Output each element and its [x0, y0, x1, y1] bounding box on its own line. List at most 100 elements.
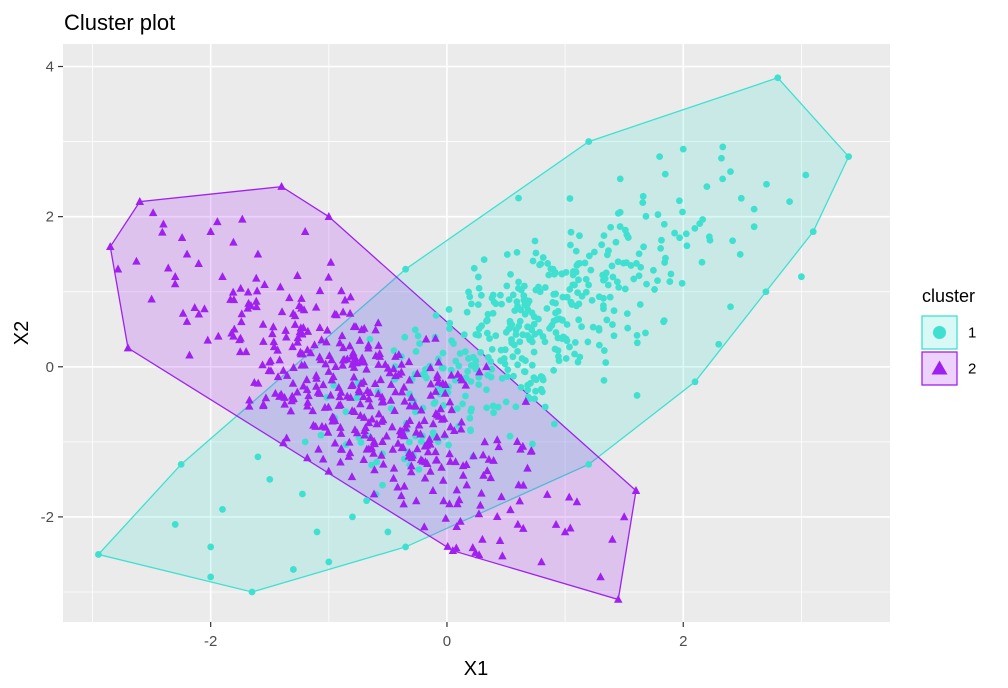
- cluster-2-point: [293, 271, 302, 279]
- cluster-2-point: [243, 287, 253, 296]
- cluster-2-point: [369, 436, 379, 445]
- cluster-2-point: [296, 347, 305, 356]
- cluster-1-point: [503, 251, 511, 258]
- cluster-1-point: [571, 281, 578, 289]
- cluster-2-point: [458, 470, 468, 479]
- cluster-2-point: [417, 405, 426, 414]
- cluster-1-point: [698, 258, 706, 266]
- cluster-1-point: [455, 362, 463, 370]
- cluster-2-point: [206, 227, 215, 235]
- cluster-1-point: [585, 281, 593, 289]
- cluster-1-point: [567, 241, 574, 249]
- legend-label-2: 2: [968, 361, 976, 378]
- cluster-2-point: [365, 401, 375, 410]
- cluster-2-point: [269, 342, 279, 351]
- cluster-1-point: [554, 334, 562, 342]
- cluster-2-point: [213, 217, 222, 226]
- cluster-1-point: [498, 300, 505, 308]
- cluster-1-point: [95, 551, 102, 558]
- cluster-1-point: [412, 408, 419, 416]
- cluster-1-point: [587, 266, 595, 274]
- cluster-1-point: [483, 317, 490, 325]
- cluster-2-point: [277, 182, 286, 190]
- cluster-2-point: [446, 422, 455, 431]
- cluster-2-point: [304, 391, 313, 400]
- cluster-2-point: [426, 379, 436, 388]
- cluster-2-point: [374, 409, 384, 418]
- cluster-2-point: [359, 357, 369, 366]
- cluster-1-point: [572, 247, 580, 255]
- cluster-2-point: [448, 546, 458, 555]
- cluster-2-point: [420, 522, 429, 531]
- cluster-1-point: [614, 258, 622, 266]
- cluster-2-point: [462, 460, 471, 469]
- cluster-1-point: [461, 348, 469, 356]
- cluster-2-point: [479, 470, 488, 479]
- cluster-2-point: [276, 282, 285, 291]
- cluster-1-point: [177, 460, 185, 468]
- cluster-1-point: [502, 398, 510, 406]
- legend-triangle-icon: [931, 360, 948, 375]
- cluster-2-point: [356, 378, 366, 387]
- cluster-2-point: [453, 499, 462, 508]
- cluster-2-point: [244, 298, 253, 307]
- cluster-1-point: [651, 286, 658, 293]
- cluster-1-point: [384, 528, 392, 536]
- cluster-2-point: [439, 475, 448, 484]
- legend: cluster 1 2: [921, 286, 976, 386]
- cluster-2-point: [519, 523, 528, 532]
- cluster-1-point: [568, 301, 576, 308]
- cluster-1-point: [414, 332, 422, 340]
- cluster-1-point: [679, 145, 687, 153]
- cluster-1-point: [514, 361, 522, 369]
- cluster-2-point: [312, 373, 321, 382]
- cluster-2-point: [236, 333, 245, 342]
- cluster-1-point: [368, 461, 375, 469]
- cluster-1-point: [584, 338, 592, 346]
- cluster-1-point: [450, 340, 457, 347]
- cluster-2-point: [264, 366, 274, 375]
- cluster-2-point: [386, 395, 396, 404]
- cluster-1-point: [510, 372, 517, 380]
- cluster-2-point: [359, 455, 368, 464]
- cluster-1-point: [515, 278, 522, 286]
- cluster-2-point: [566, 523, 575, 532]
- cluster-1-point: [616, 175, 624, 183]
- cluster-1-point: [603, 316, 611, 324]
- cluster-1-point: [574, 289, 582, 297]
- cluster-1-point: [719, 143, 727, 151]
- cluster-2-point: [388, 444, 398, 453]
- cluster-2-point: [190, 303, 199, 311]
- cluster-2-point: [393, 438, 403, 447]
- cluster-2-point: [277, 307, 287, 316]
- cluster-2-point: [441, 513, 450, 522]
- cluster-2-point: [351, 322, 361, 331]
- cluster-1-point: [541, 338, 549, 346]
- cluster-1-point: [682, 230, 690, 238]
- cluster-1-point: [532, 249, 540, 257]
- cluster-1-point: [552, 290, 560, 298]
- cluster-1-point: [431, 398, 439, 406]
- cluster-1-point: [349, 513, 356, 521]
- cluster-2-point: [364, 418, 374, 427]
- cluster-1-point: [635, 272, 643, 280]
- cluster-1-point: [543, 305, 551, 312]
- cluster-1-point: [658, 236, 665, 244]
- cluster-2-point: [461, 380, 471, 389]
- cluster-2-point: [364, 394, 374, 403]
- cluster-2-point: [370, 379, 380, 387]
- cluster-2-point: [608, 534, 617, 543]
- cluster-1-point: [715, 340, 723, 348]
- cluster-1-point: [497, 346, 505, 354]
- x-tick-label: 0: [443, 633, 451, 650]
- cluster-1-point: [477, 349, 485, 356]
- cluster-1-point: [529, 440, 536, 448]
- cluster-1-point: [524, 300, 531, 308]
- cluster-1-point: [530, 320, 538, 328]
- cluster-2-point: [361, 423, 370, 432]
- cluster-2-point: [480, 437, 489, 446]
- cluster-1-point: [468, 300, 475, 308]
- cluster-2-point: [258, 319, 268, 328]
- cluster-2-point: [297, 329, 307, 338]
- cluster-2-point: [360, 430, 369, 439]
